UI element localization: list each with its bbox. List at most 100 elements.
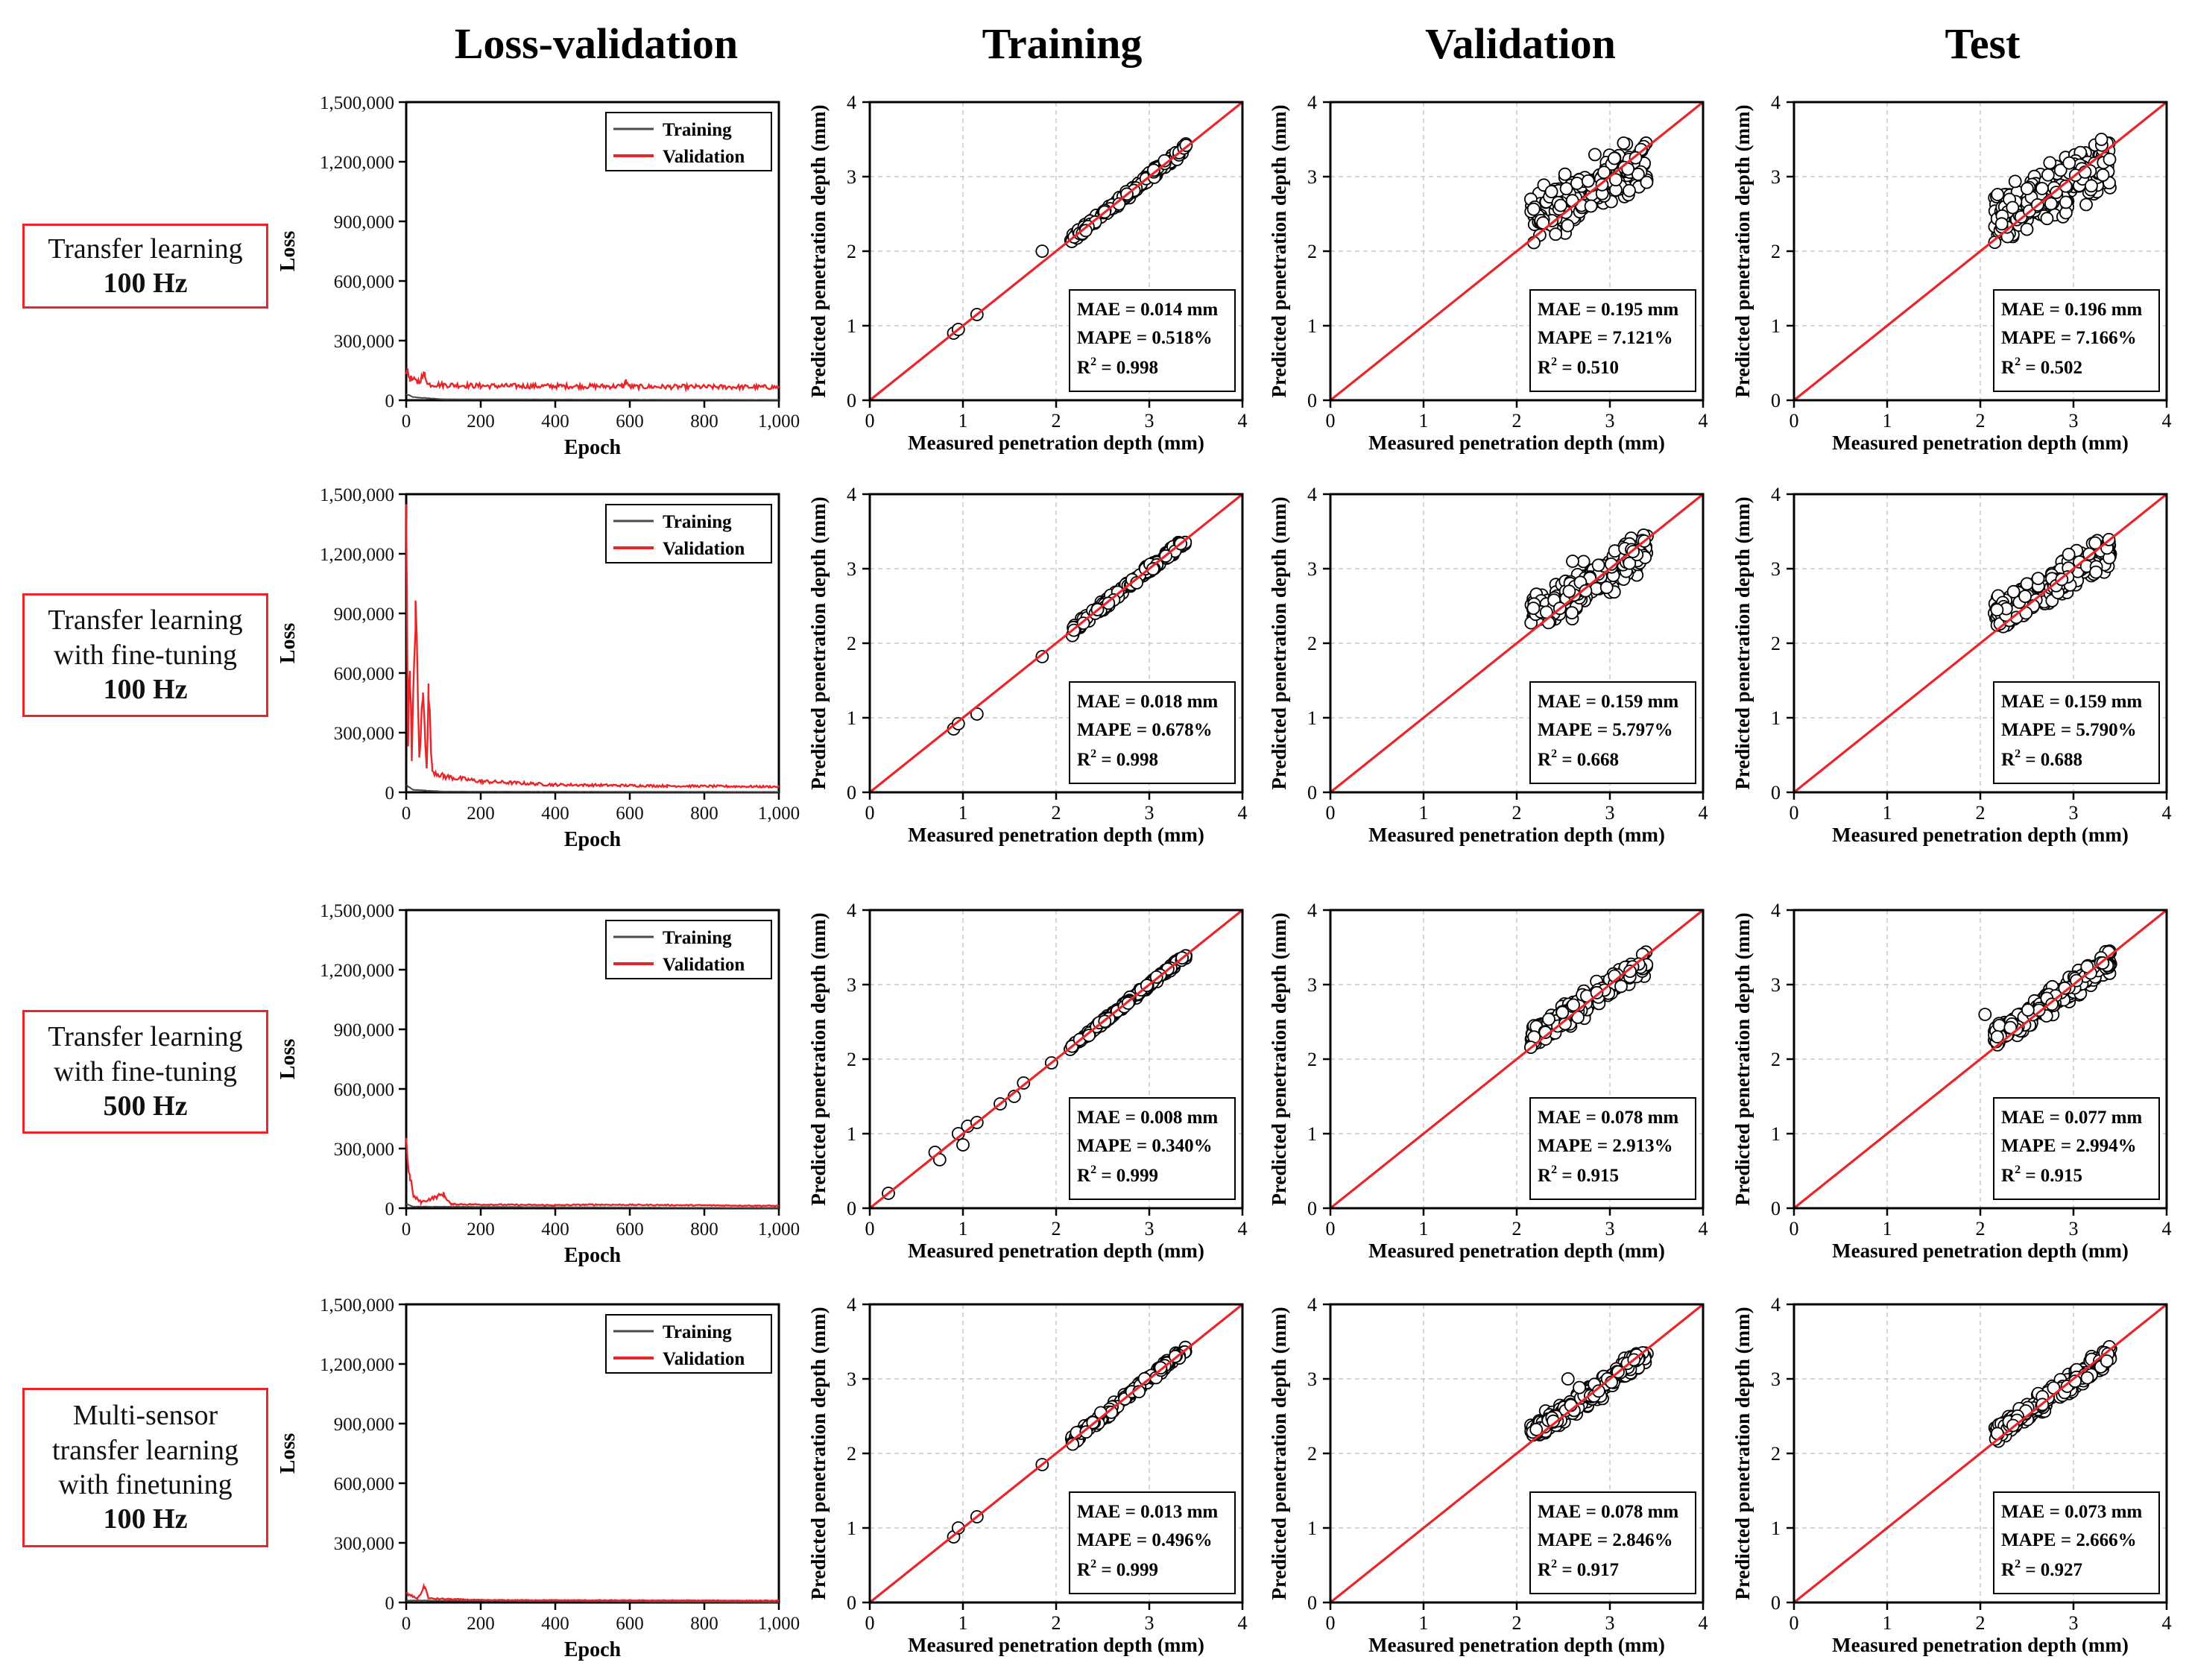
scatter-point — [1608, 173, 1623, 187]
scatter-x-axis-label: Measured penetration depth (mm) — [1368, 432, 1665, 454]
metric-mape: MAPE = 2.913% — [1538, 1136, 1673, 1156]
scatter-point — [1608, 151, 1621, 165]
scatter-point — [2088, 536, 2103, 550]
scatter-y-tick-label: 3 — [1307, 166, 1317, 188]
scatter-x-tick-label: 4 — [1699, 802, 1708, 824]
loss-y-tick-label: 900,000 — [334, 212, 394, 233]
scatter-point — [1526, 202, 1541, 216]
scatter-y-tick-label: 4 — [1771, 1294, 1781, 1316]
metrics-box — [1069, 681, 1236, 784]
loss-x-tick-label: 200 — [467, 1614, 495, 1634]
row-label-1-line-1: Transfer learning — [48, 233, 243, 265]
scatter-panel-validation-row-2: 00 1 1 2 2 3 3 4 4 Measured penetration depth (mm… — [1268, 484, 1708, 846]
scatter-point — [1617, 136, 1631, 150]
metric-mape: MAPE = 0.678% — [1077, 720, 1213, 740]
scatter-x-axis-label: Measured penetration depth (mm) — [1368, 1240, 1665, 1262]
loss-x-tick-label: 400 — [541, 803, 569, 824]
metrics-box — [1069, 289, 1236, 392]
metric-r2: R2 = 0.688 — [2001, 748, 2082, 770]
validation-loss-line — [405, 1137, 780, 1207]
scatter-y-tick-label: 0 — [1307, 782, 1317, 803]
scatter-point — [1567, 998, 1580, 1012]
scatter-point — [1561, 1372, 1575, 1386]
legend-validation-label: Validation — [663, 955, 745, 975]
metric-mae: MAE = 0.018 mm — [1077, 692, 1218, 712]
scatter-x-axis-label: Measured penetration depth (mm) — [1832, 1240, 2129, 1262]
scatter-x-tick-label: 2 — [1052, 410, 1061, 432]
scatter-y-tick-label: 0 — [1771, 1592, 1781, 1614]
scatter-panel-test-row-1: 00 1 1 2 2 3 3 4 4 Measured penetration depth (mm… — [1731, 92, 2172, 454]
scatter-x-tick-label: 3 — [1605, 802, 1615, 824]
scatter-x-tick-label: 1 — [1883, 802, 1892, 824]
scatter-y-tick-label: 1 — [847, 707, 856, 729]
scatter-x-tick-label: 3 — [2069, 1612, 2079, 1634]
scatter-x-tick-label: 2 — [1512, 410, 1522, 432]
scatter-y-tick-label: 2 — [1307, 633, 1317, 654]
scatter-x-tick-label: 2 — [1512, 1612, 1522, 1634]
loss-x-tick-label: 1,000 — [758, 803, 800, 824]
metrics-box — [1993, 1491, 2160, 1594]
scatter-x-tick-label: 2 — [1976, 802, 1986, 824]
scatter-y-tick-label: 0 — [1307, 1198, 1317, 1219]
scatter-x-axis-label: Measured penetration depth (mm) — [1832, 824, 2129, 846]
scatter-point — [2080, 1371, 2094, 1385]
metrics-box — [1529, 681, 1696, 784]
scatter-y-tick-label: 3 — [847, 558, 856, 580]
scatter-y-tick-label: 4 — [847, 92, 856, 113]
scatter-point — [1573, 1380, 1587, 1395]
metric-mae: MAE = 0.159 mm — [2001, 692, 2142, 712]
scatter-x-tick-label: 4 — [2162, 1612, 2172, 1634]
scatter-point — [1991, 188, 2005, 201]
scatter-x-tick-label: 4 — [1699, 1612, 1708, 1634]
loss-y-tick-label: 0 — [385, 783, 395, 803]
loss-y-tick-label: 600,000 — [334, 1474, 394, 1494]
scatter-x-tick-label: 4 — [2162, 1218, 2172, 1240]
scatter-point — [2044, 197, 2058, 211]
scatter-point — [2006, 200, 2020, 215]
metric-r2: R2 = 0.915 — [2001, 1163, 2082, 1186]
scatter-point — [1990, 1030, 2004, 1043]
metric-r2: R2 = 0.917 — [1538, 1558, 1619, 1580]
scatter-y-tick-label: 0 — [1307, 1592, 1317, 1614]
scatter-point — [1078, 224, 1093, 238]
loss-legend-box — [605, 504, 772, 563]
scatter-y-tick-label: 1 — [1771, 315, 1781, 337]
scatter-point — [1544, 185, 1558, 199]
scatter-x-tick-label: 3 — [1145, 802, 1154, 824]
loss-panel-row-1: 0 300,000 600,000 900,000 1,200,000 1,500,000… — [277, 93, 800, 459]
row-label-3-line-2: with fine-tuning — [54, 1055, 237, 1087]
scatter-y-tick-label: 0 — [847, 1198, 856, 1219]
scatter-point — [2043, 156, 2057, 170]
scatter-point — [1994, 217, 2009, 231]
metrics-box — [1993, 681, 2160, 784]
scatter-point — [1526, 601, 1541, 615]
scatter-y-tick-label: 2 — [847, 633, 856, 654]
scatter-x-tick-label: 2 — [1976, 1612, 1986, 1634]
scatter-point — [1146, 562, 1160, 576]
metric-r2: R2 = 0.998 — [1077, 356, 1158, 378]
scatter-point — [1623, 183, 1636, 198]
scatter-x-tick-label: 0 — [1326, 410, 1336, 432]
scatter-x-tick-label: 4 — [2162, 410, 2172, 432]
scatter-y-tick-label: 4 — [1771, 92, 1781, 113]
loss-y-tick-label: 0 — [385, 1199, 395, 1219]
scatter-x-axis-label: Measured penetration depth (mm) — [908, 824, 1204, 846]
scatter-y-tick-label: 2 — [847, 241, 856, 262]
scatter-y-tick-label: 3 — [1307, 974, 1317, 996]
loss-x-tick-label: 400 — [541, 1219, 569, 1240]
scatter-y-tick-label: 1 — [1771, 1123, 1781, 1145]
scatter-point — [1990, 603, 2004, 617]
loss-x-tick-label: 0 — [402, 1614, 411, 1634]
scatter-x-tick-label: 0 — [865, 1218, 875, 1240]
loss-x-tick-label: 0 — [402, 1219, 411, 1240]
loss-x-axis-label: Epoch — [564, 1638, 622, 1661]
scatter-point — [2103, 152, 2117, 166]
scatter-point — [1623, 556, 1637, 570]
scatter-x-tick-label: 0 — [865, 410, 875, 432]
metrics-box — [1529, 1491, 1696, 1594]
metric-mape: MAPE = 2.994% — [2001, 1136, 2137, 1156]
scatter-y-axis-label: Predicted penetration depth (mm) — [1268, 1307, 1290, 1600]
scatter-x-tick-label: 0 — [865, 1612, 875, 1634]
scatter-x-tick-label: 0 — [1790, 1218, 1799, 1240]
